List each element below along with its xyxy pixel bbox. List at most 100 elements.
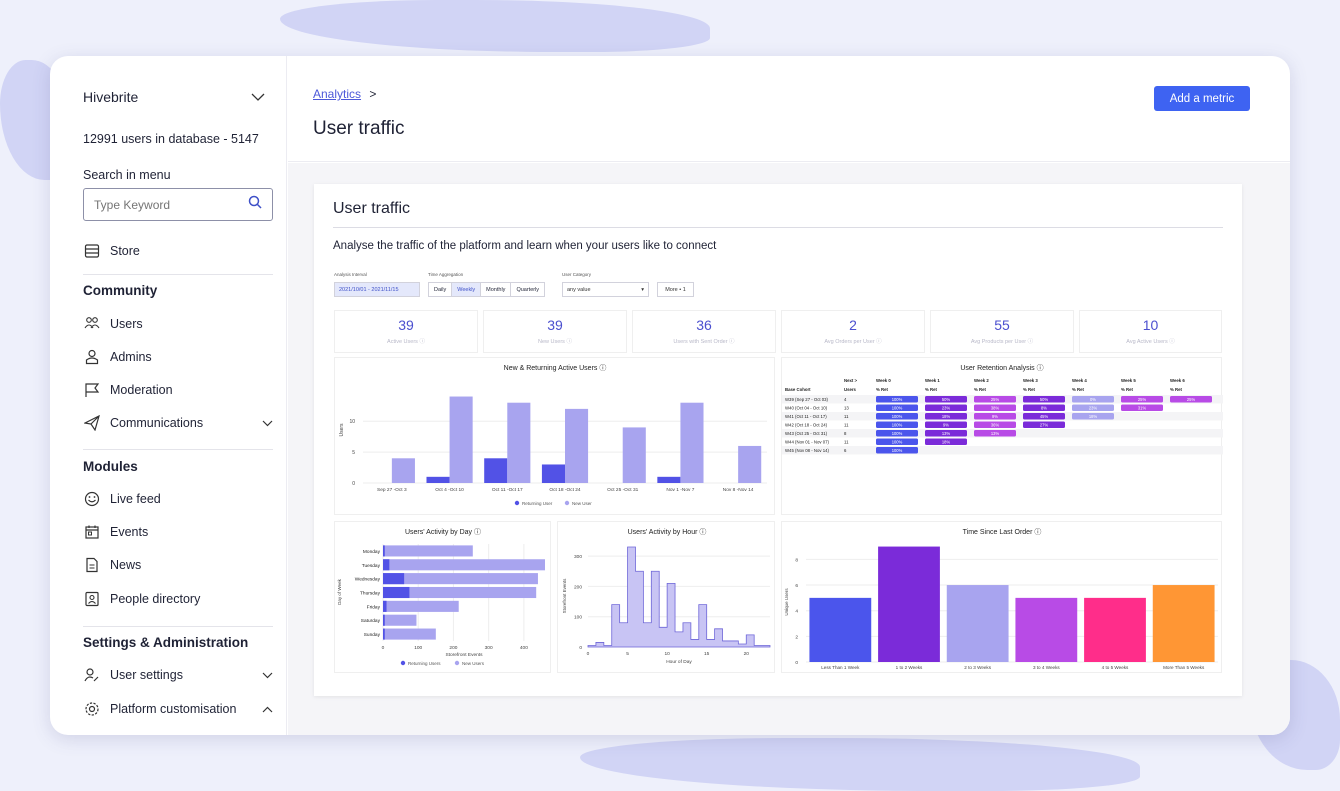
category-select[interactable]: any value ▾ <box>562 282 649 297</box>
retention-cell <box>1072 404 1114 411</box>
retention-value: 25% <box>991 397 1000 402</box>
retention-cell <box>925 404 967 411</box>
kpi-value: 10 <box>1142 317 1159 333</box>
table-cell: 8 <box>844 431 847 436</box>
table-subheader: % Ret <box>925 387 938 392</box>
table-cell: W43 (Oct 25 - Oct 31) <box>785 431 828 436</box>
kpi-card: 55 Avg Products per User ⓘ <box>930 310 1074 353</box>
agg-option-daily[interactable]: Daily <box>429 283 453 296</box>
bar-new <box>383 559 545 571</box>
kpi-value: 2 <box>849 317 857 333</box>
sidebar-item-communications[interactable]: Communications <box>83 414 273 432</box>
add-metric-button[interactable]: Add a metric <box>1154 86 1250 111</box>
retention-value: 8% <box>1041 406 1047 411</box>
smiley-icon <box>83 490 101 508</box>
retention-cell <box>974 430 1016 437</box>
retention-cell <box>1072 396 1114 403</box>
sidebar-item-store[interactable]: Store <box>83 242 273 260</box>
x-tick-label: 1 to 2 Weeks <box>896 665 923 670</box>
divider <box>333 227 1223 228</box>
retention-value: 100% <box>892 397 903 402</box>
search-input[interactable] <box>94 197 234 212</box>
sidebar-item-users[interactable]: Users <box>83 315 273 333</box>
chart-title: User Retention Analysis ⓘ <box>960 364 1043 372</box>
x-tick-label: 15 <box>704 651 710 657</box>
sidebar: Hivebrite 12991 users in database - 5147… <box>50 56 287 735</box>
activity-by-day-chart: Users' Activity by Day ⓘ 0 100 200 300 400 Sto… <box>337 528 545 666</box>
sidebar-item-people-directory[interactable]: People directory <box>83 590 273 608</box>
x-tick-label: Oct 25 -Oct 31 <box>607 487 639 493</box>
x-tick-label: 4 to 5 Weeks <box>1102 665 1129 670</box>
retention-value: 31% <box>1138 406 1147 411</box>
chevron-down-icon <box>251 88 265 106</box>
retention-value: 100% <box>892 448 903 453</box>
retention-value: 50% <box>1040 397 1049 402</box>
retention-cell <box>974 413 1016 420</box>
chart-title: Time Since Last Order ⓘ <box>963 528 1042 536</box>
x-tick-label: Less Than 1 Week <box>821 665 860 670</box>
agg-option-quarterly[interactable]: Quarterly <box>516 286 540 293</box>
breadcrumb: Analytics > <box>313 87 376 101</box>
x-tick-label: 10 <box>664 651 670 657</box>
more-filters-button[interactable]: More • 1 <box>657 282 694 297</box>
bar-new <box>738 445 762 483</box>
search-icon[interactable] <box>248 195 262 214</box>
sidebar-item-admins[interactable]: Admins <box>83 348 273 366</box>
interval-picker[interactable]: 2021/10/01 - 2021/11/15 <box>334 282 420 297</box>
table-header: Week 2 <box>974 378 989 383</box>
user-count: 12991 users in database - 5147 <box>83 132 259 146</box>
bar <box>878 546 940 662</box>
x-tick-label: 3 to 4 Weeks <box>1033 665 1060 670</box>
table-header: Week 3 <box>1023 378 1038 383</box>
retention-cell <box>925 438 967 445</box>
page-title: User traffic <box>313 118 405 139</box>
kpi-card: 39 Active Users ⓘ <box>334 310 478 353</box>
table-cell: 6 <box>844 448 847 453</box>
table-header: Week 0 <box>876 378 891 383</box>
kpi-value: 36 <box>696 317 712 333</box>
agg-option-monthly[interactable]: Monthly <box>481 283 512 296</box>
table-subheader: % Ret <box>1170 387 1183 392</box>
sidebar-item-news[interactable]: News <box>83 556 273 574</box>
kpi-label: Avg Products per User ⓘ <box>970 339 1034 345</box>
y-tick-label: Sunday <box>364 632 381 638</box>
table-cell: 11 <box>844 440 849 445</box>
table-header: Next > <box>844 378 858 383</box>
bar <box>1084 597 1146 662</box>
chevron-down-icon <box>262 668 273 682</box>
sidebar-item-label: Store <box>110 244 140 258</box>
table-cell: 13 <box>844 406 849 411</box>
y-tick-label: 2 <box>795 634 798 640</box>
kpi-value: 55 <box>994 317 1010 333</box>
legend-label: New User <box>572 501 592 506</box>
sidebar-item-platform-customisation[interactable]: Platform customisation <box>83 700 273 718</box>
sidebar-item-user-settings[interactable]: User settings <box>83 666 273 684</box>
agg-option-weekly[interactable]: Weekly <box>452 283 482 296</box>
retention-cell <box>925 413 967 420</box>
chart-title: Users' Activity by Hour ⓘ <box>628 528 707 536</box>
y-tick-label: Saturday <box>361 618 381 624</box>
user-settings-icon <box>83 666 101 684</box>
x-axis-label: Hour of Day <box>666 659 692 665</box>
retention-cell <box>1023 413 1065 420</box>
breadcrumb-analytics-link[interactable]: Analytics <box>313 87 362 101</box>
bar-new <box>680 402 704 483</box>
sidebar-item-live-feed[interactable]: Live feed <box>83 490 273 508</box>
bar-new <box>622 427 646 483</box>
sidebar-item-events[interactable]: Events <box>83 523 273 541</box>
org-switcher[interactable]: Hivebrite <box>83 88 265 106</box>
retention-cell <box>1121 404 1163 411</box>
y-axis-label: Unique Users <box>784 588 789 616</box>
sidebar-item-moderation[interactable]: Moderation <box>83 381 273 399</box>
calendar-icon <box>83 523 101 541</box>
table-subheader: % Ret <box>1121 387 1134 392</box>
retention-cell <box>876 447 918 454</box>
table-cell: 11 <box>844 414 849 419</box>
bar-new <box>383 614 417 626</box>
retention-panel: User Retention Analysis ⓘ Base Cohort Next… <box>781 357 1223 515</box>
flag-icon <box>83 381 101 399</box>
y-tick-label: 8 <box>795 557 798 563</box>
retention-value: 100% <box>892 406 903 411</box>
divider <box>83 626 273 627</box>
kpi-label: Active Users ⓘ <box>387 339 425 345</box>
